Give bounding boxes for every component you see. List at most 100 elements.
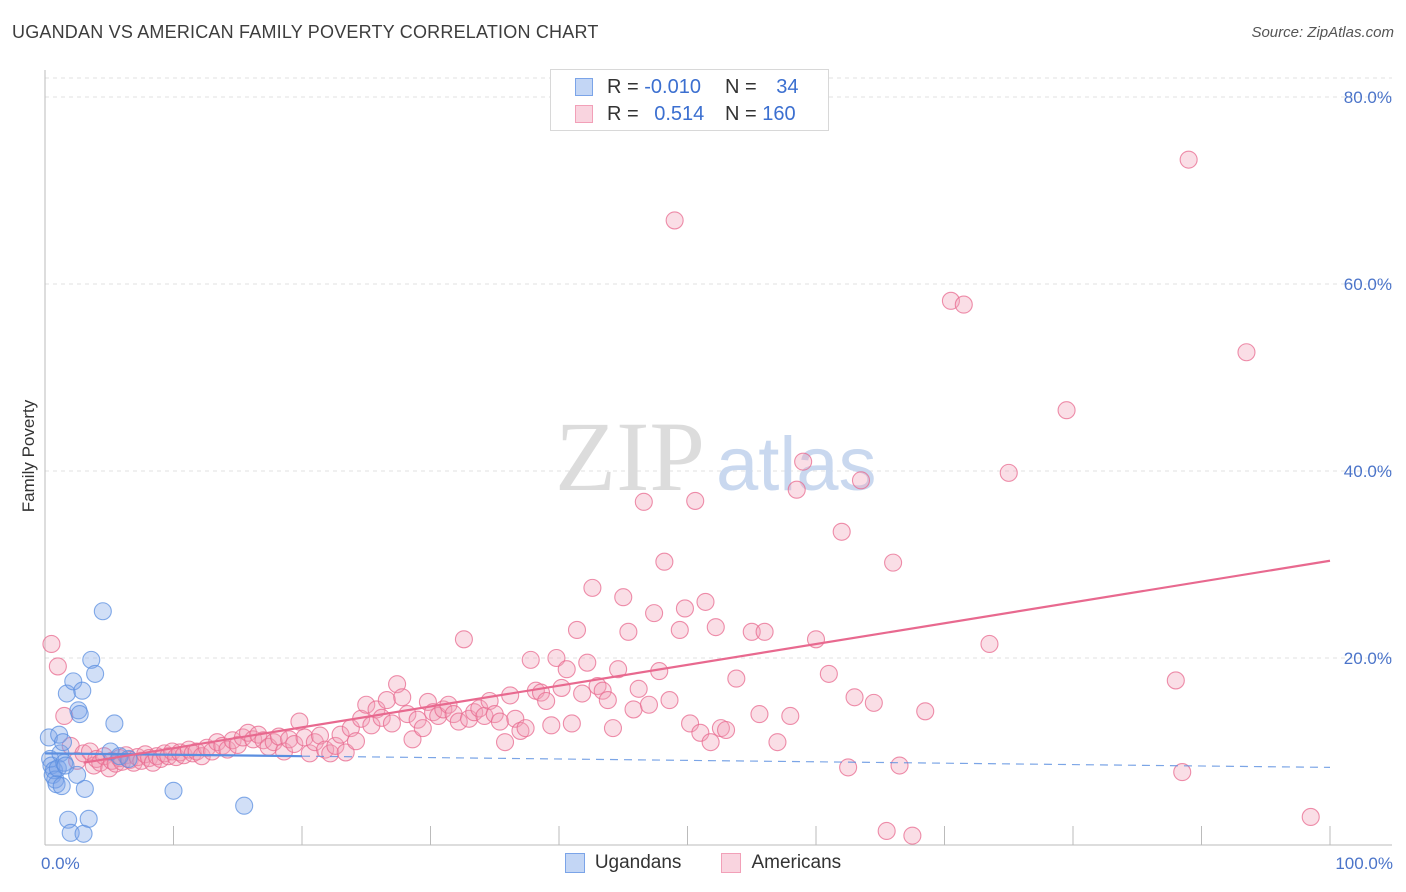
americans-point-161	[999, 463, 1018, 482]
americans-point-157	[916, 702, 935, 721]
chart-title: UGANDAN VS AMERICAN FAMILY POVERTY CORRE…	[12, 22, 599, 42]
ugandans-point-10	[52, 777, 71, 796]
americans-point-120	[629, 679, 648, 698]
americans-point-0	[42, 634, 61, 654]
americans-point-148	[832, 522, 851, 541]
americans-point-156	[903, 826, 922, 845]
americans-point-125	[655, 552, 674, 571]
americans-point-166	[1237, 343, 1256, 362]
legend-r-label: R =	[607, 102, 639, 125]
americans-point-150	[845, 688, 864, 707]
legend-row-americans: R = 0.514 N = 160	[575, 102, 805, 126]
americans-point-159	[954, 295, 973, 314]
americans-point-167	[1301, 807, 1320, 827]
americans-point-122	[639, 695, 659, 714]
series-label-ugandans: Ugandans	[594, 852, 682, 873]
legend-r-label: R =	[607, 75, 639, 98]
americans-point-40	[218, 740, 237, 759]
legend-row-ugandans: R = -0.010 N = 34	[575, 75, 805, 99]
americans-point-140	[750, 705, 769, 724]
americans-point-94	[495, 733, 515, 752]
ugandans-point-24	[79, 809, 98, 828]
x-tick-labels: 0.0% 100.0%	[41, 854, 1393, 873]
americans-point-123	[645, 604, 664, 623]
americans-point-62	[331, 725, 350, 744]
americans-point-96	[506, 709, 525, 728]
americans-point-130	[681, 714, 700, 733]
americans-point-104	[547, 648, 566, 668]
series-legend-ugandans: Ugandans	[564, 852, 682, 874]
americans-point-151	[851, 471, 871, 490]
ugandans-point-20	[70, 705, 89, 724]
ugandans-point-11	[53, 733, 73, 752]
americans-point-71	[377, 691, 396, 710]
americans-point-144	[787, 480, 806, 499]
series-legend-americans: Americans	[721, 852, 841, 874]
americans-point-155	[890, 756, 909, 775]
americans-point-56	[300, 744, 319, 763]
americans-point-97	[511, 721, 530, 740]
americans-point-149	[839, 758, 858, 777]
americans-point-147	[819, 664, 838, 683]
x-tick-label-0: 0.0%	[41, 854, 80, 873]
americans-point-115	[603, 719, 623, 738]
americans-point-98	[516, 719, 535, 738]
americans-point-126	[660, 691, 679, 710]
americans-point-116	[609, 660, 628, 679]
americans-point-132	[691, 723, 710, 742]
americans-point-105	[552, 678, 571, 697]
americans-point-58	[310, 726, 330, 745]
americans-point-49	[264, 733, 283, 752]
americans-point-114	[598, 691, 617, 710]
americans-point-108	[567, 620, 587, 640]
americans-point-154	[884, 553, 903, 572]
watermark: ZIP atlas	[555, 401, 877, 512]
americans-point-129	[675, 599, 694, 618]
y-axis-label: Family Poverty	[19, 399, 38, 512]
americans-point-142	[768, 733, 787, 752]
ugandans-point-33	[235, 796, 254, 815]
ugandans-point-32	[164, 781, 183, 800]
x-tick-label-1: 100.0%	[1335, 854, 1393, 873]
americans-point-134	[701, 733, 720, 752]
ugandans-points	[39, 602, 254, 843]
americans-point-102	[537, 691, 556, 711]
ugandans-point-0	[39, 728, 58, 747]
ugandans-point-21	[73, 681, 92, 700]
y-tick-label-1: 40.0%	[1344, 462, 1392, 481]
americans-point-72	[382, 714, 402, 733]
americans-point-139	[742, 622, 761, 641]
americans-point-118	[619, 622, 638, 641]
americans-point-65	[346, 732, 366, 751]
americans-point-1	[48, 657, 67, 676]
ugandans-point-27	[93, 602, 112, 621]
series-legend: Ugandans Americans	[0, 852, 1406, 874]
americans-point-106	[557, 660, 576, 679]
ugandans-point-18	[68, 765, 87, 784]
y-tick-label-3: 80.0%	[1344, 88, 1392, 107]
legend-swatch-americans	[575, 105, 593, 123]
americans-point-61	[326, 736, 345, 755]
americans-point-93	[490, 712, 509, 731]
americans-point-53	[285, 734, 304, 754]
americans-point-165	[1179, 150, 1198, 169]
americans-point-107	[562, 714, 581, 733]
americans-point-6	[80, 742, 100, 761]
americans-point-99	[521, 650, 540, 669]
americans-point-113	[593, 681, 612, 700]
x-ticks	[44, 826, 1331, 845]
americans-point-109	[573, 684, 592, 703]
series-label-americans: Americans	[751, 852, 842, 873]
y-tick-labels: 20.0% 40.0% 60.0% 80.0%	[1344, 88, 1392, 668]
series-swatch-americans	[721, 853, 742, 873]
americans-point-160	[980, 634, 999, 654]
americans-point-143	[781, 706, 800, 726]
y-tick-label-2: 60.0%	[1344, 275, 1392, 294]
americans-point-135	[706, 618, 725, 637]
ugandans-trend-line	[44, 752, 303, 758]
americans-trend-line	[83, 559, 1331, 764]
ugandans-point-26	[86, 664, 105, 683]
americans-point-85	[449, 712, 468, 731]
americans-point-111	[583, 578, 602, 597]
